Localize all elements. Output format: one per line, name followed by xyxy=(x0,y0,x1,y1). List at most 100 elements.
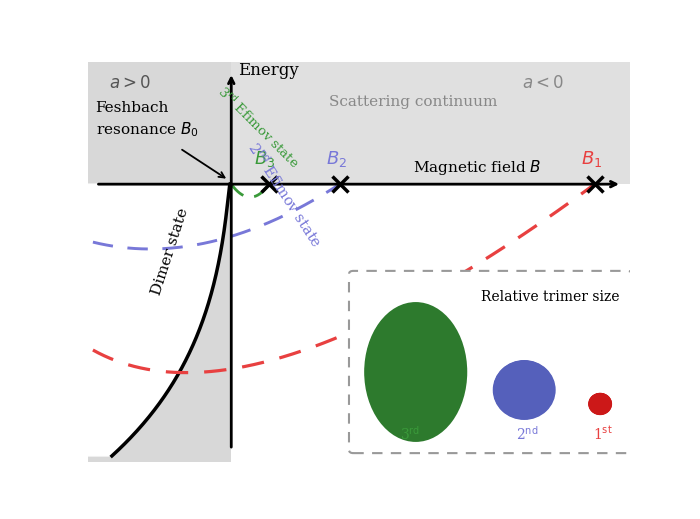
Ellipse shape xyxy=(390,336,430,389)
Ellipse shape xyxy=(377,319,449,416)
Text: resonance $B_0$: resonance $B_0$ xyxy=(96,120,199,139)
Ellipse shape xyxy=(592,396,607,410)
Ellipse shape xyxy=(497,364,550,414)
Ellipse shape xyxy=(379,322,445,411)
Ellipse shape xyxy=(594,398,604,407)
Ellipse shape xyxy=(395,341,424,381)
Ellipse shape xyxy=(395,342,423,379)
Ellipse shape xyxy=(494,362,553,417)
Ellipse shape xyxy=(589,393,611,414)
Ellipse shape xyxy=(507,373,536,401)
Ellipse shape xyxy=(518,383,520,385)
Ellipse shape xyxy=(596,400,601,404)
Ellipse shape xyxy=(500,366,545,409)
Ellipse shape xyxy=(594,398,603,406)
Ellipse shape xyxy=(391,337,428,387)
Ellipse shape xyxy=(382,325,442,406)
Ellipse shape xyxy=(591,395,608,412)
Ellipse shape xyxy=(389,334,432,392)
Ellipse shape xyxy=(596,400,601,404)
Ellipse shape xyxy=(503,370,540,405)
Ellipse shape xyxy=(368,308,461,433)
Ellipse shape xyxy=(514,379,526,390)
Ellipse shape xyxy=(510,375,531,396)
Ellipse shape xyxy=(512,377,528,393)
Ellipse shape xyxy=(509,375,532,397)
Ellipse shape xyxy=(392,338,427,385)
Ellipse shape xyxy=(505,371,539,403)
Ellipse shape xyxy=(596,400,601,404)
Ellipse shape xyxy=(596,399,601,405)
Text: Dimer state: Dimer state xyxy=(150,207,191,297)
Ellipse shape xyxy=(402,351,412,365)
Ellipse shape xyxy=(589,393,612,415)
Bar xyxy=(231,184,630,462)
Ellipse shape xyxy=(591,395,608,411)
Ellipse shape xyxy=(493,360,556,420)
Ellipse shape xyxy=(368,307,462,435)
Ellipse shape xyxy=(496,363,550,415)
Ellipse shape xyxy=(387,332,434,395)
Ellipse shape xyxy=(597,401,599,403)
Ellipse shape xyxy=(596,399,602,405)
Text: 1$^{\mathsf{st}}$: 1$^{\mathsf{st}}$ xyxy=(593,426,612,443)
Ellipse shape xyxy=(375,317,451,419)
Ellipse shape xyxy=(496,363,552,416)
Ellipse shape xyxy=(589,393,611,414)
Ellipse shape xyxy=(508,374,533,398)
Ellipse shape xyxy=(501,368,543,408)
Ellipse shape xyxy=(594,399,603,406)
Ellipse shape xyxy=(389,335,430,391)
Ellipse shape xyxy=(496,363,551,415)
Ellipse shape xyxy=(596,400,601,405)
Ellipse shape xyxy=(594,398,605,408)
Ellipse shape xyxy=(593,397,606,408)
Ellipse shape xyxy=(594,398,603,407)
Ellipse shape xyxy=(404,353,410,362)
Ellipse shape xyxy=(498,364,549,413)
Ellipse shape xyxy=(590,394,609,413)
Text: $B_1$: $B_1$ xyxy=(582,149,603,169)
Text: Relative trimer size: Relative trimer size xyxy=(481,290,619,304)
Ellipse shape xyxy=(592,397,606,409)
Ellipse shape xyxy=(588,393,612,415)
Ellipse shape xyxy=(515,380,524,388)
Ellipse shape xyxy=(592,395,608,411)
Text: $B_3$: $B_3$ xyxy=(254,149,276,169)
Ellipse shape xyxy=(388,333,433,393)
Ellipse shape xyxy=(370,309,459,431)
Ellipse shape xyxy=(498,365,547,412)
Ellipse shape xyxy=(517,382,521,386)
Ellipse shape xyxy=(379,321,446,412)
Ellipse shape xyxy=(513,379,526,391)
Ellipse shape xyxy=(400,348,416,370)
Ellipse shape xyxy=(503,370,541,405)
Ellipse shape xyxy=(398,345,419,375)
Ellipse shape xyxy=(507,373,536,400)
Ellipse shape xyxy=(592,396,607,410)
Ellipse shape xyxy=(595,399,602,405)
Ellipse shape xyxy=(589,393,611,415)
Ellipse shape xyxy=(511,377,529,394)
Ellipse shape xyxy=(394,340,425,382)
Ellipse shape xyxy=(369,308,460,432)
Ellipse shape xyxy=(372,313,455,425)
Ellipse shape xyxy=(592,396,607,411)
Ellipse shape xyxy=(406,356,407,358)
Ellipse shape xyxy=(386,330,436,398)
Ellipse shape xyxy=(504,370,540,404)
Ellipse shape xyxy=(594,398,603,407)
Text: Feshbach: Feshbach xyxy=(96,101,169,115)
Ellipse shape xyxy=(365,303,466,441)
Bar xyxy=(231,62,630,184)
Ellipse shape xyxy=(397,344,421,376)
Text: Magnetic field $B$: Magnetic field $B$ xyxy=(413,158,541,177)
Ellipse shape xyxy=(510,376,531,395)
Ellipse shape xyxy=(374,316,452,420)
Ellipse shape xyxy=(378,320,447,414)
Text: 1$^{\mathsf{st}}$ Efimov state: 1$^{\mathsf{st}}$ Efimov state xyxy=(350,266,470,331)
Ellipse shape xyxy=(405,355,409,360)
Text: Energy: Energy xyxy=(238,62,298,79)
Text: 3$^{\mathsf{rd}}$: 3$^{\mathsf{rd}}$ xyxy=(400,425,421,443)
Text: 3$^{\mathsf{rd}}$ Efimov state: 3$^{\mathsf{rd}}$ Efimov state xyxy=(214,84,302,171)
